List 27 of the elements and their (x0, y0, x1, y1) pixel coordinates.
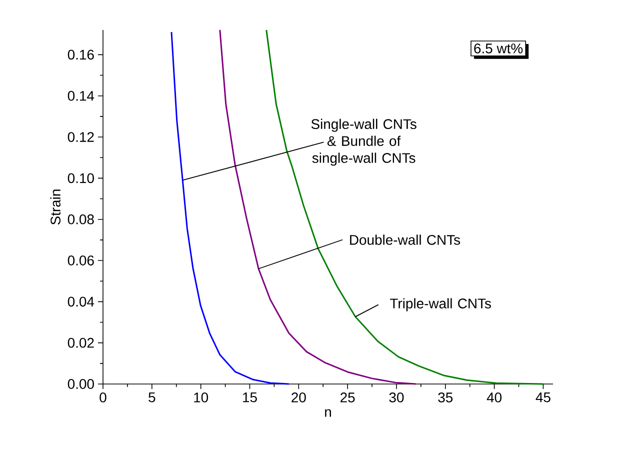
y-tick-label: 0.08 (68, 214, 94, 224)
y-tick-label: 0.14 (68, 90, 94, 101)
y-tick-label: 0.10 (68, 173, 94, 184)
y-axis-title: Strain (50, 190, 60, 225)
line-series (170, 31, 290, 385)
x-tick-label: 45 (536, 392, 550, 402)
annotation: 6.5 wt% (474, 44, 523, 54)
y-tick-label: 0.06 (68, 256, 94, 266)
x-tick-label: 35 (438, 392, 453, 402)
y-tick-label: 0.02 (68, 338, 94, 348)
annotation: Single-wall CNTs & Bundle of single-wall CNTs (311, 118, 416, 166)
x-axis-title: n (325, 409, 331, 417)
y-tick-label: 0.04 (68, 296, 94, 307)
x-tick-label: 5 (148, 392, 156, 402)
x-tick-label: 10 (194, 392, 208, 402)
x-tick-label: 20 (292, 392, 306, 402)
x-tick-label: 0 (100, 392, 106, 402)
y-tick-label: 0.00 (68, 379, 94, 389)
annotation: Double-wall CNTs (350, 234, 460, 245)
x-tick-label: 40 (486, 392, 502, 402)
x-tick-label: 30 (389, 392, 404, 402)
y-tick-label: 0.16 (68, 50, 94, 60)
x-tick-label: 25 (340, 392, 355, 402)
x-tick-label: 15 (243, 392, 257, 402)
y-tick-label: 0.12 (68, 132, 94, 142)
line-series (266, 29, 544, 385)
annotation: Triple-wall CNTs (390, 298, 491, 312)
